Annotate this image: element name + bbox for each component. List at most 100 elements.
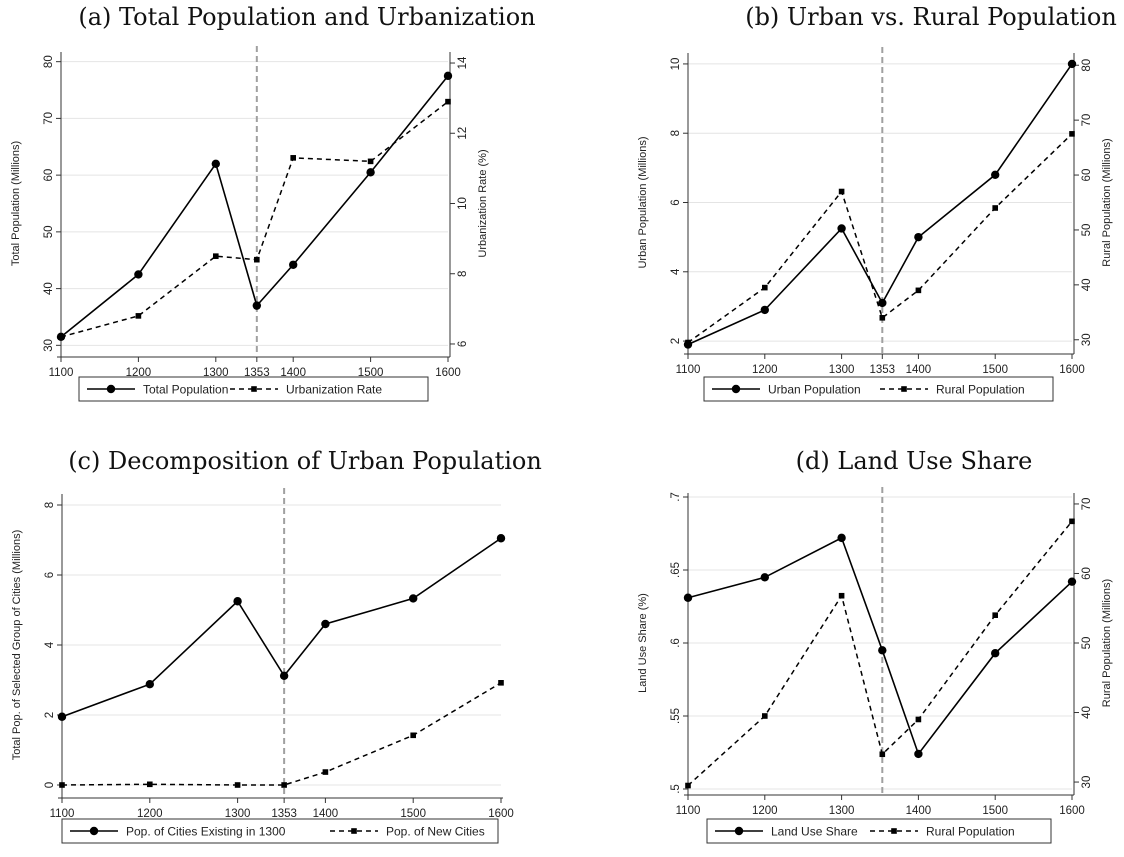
- x-tick-label: 1400: [313, 808, 339, 820]
- x-tick-label: 1200: [137, 808, 163, 820]
- x-tick-label: 1600: [435, 367, 461, 379]
- left-tick-label: .7: [670, 492, 682, 502]
- legend-entry: Land Use Share: [771, 825, 858, 839]
- x-tick-label: 1500: [358, 367, 384, 379]
- left-tick-label: 60: [43, 169, 55, 182]
- data-point: [1067, 59, 1077, 69]
- series-line-2: [61, 682, 502, 786]
- left-tick-label: .5: [670, 784, 682, 794]
- x-tick-label: 1100: [676, 805, 701, 817]
- data-point: [234, 782, 241, 788]
- right-axis-label: Rural Population (Millions): [1101, 579, 1113, 707]
- legend-box: [61, 818, 499, 844]
- legend-swatch-marker: [89, 826, 99, 836]
- data-point: [1067, 577, 1077, 586]
- data-point: [57, 712, 67, 721]
- data-point: [838, 592, 845, 599]
- data-point: [685, 782, 691, 789]
- left-tick-label: 70: [43, 112, 55, 125]
- series-line-1: [61, 537, 502, 718]
- left-axis-label: Total Population (Millions): [10, 141, 22, 266]
- data-point: [838, 188, 845, 195]
- data-point: [1069, 518, 1075, 525]
- legend-swatch-marker: [251, 386, 257, 392]
- data-point: [254, 256, 260, 263]
- x-tick-label: 1600: [1059, 364, 1085, 376]
- data-point: [760, 305, 769, 315]
- data-point: [252, 301, 262, 310]
- legend-swatch-marker: [734, 826, 744, 836]
- data-point: [496, 534, 506, 543]
- left-tick-label: 0: [44, 782, 56, 788]
- data-point: [145, 680, 154, 689]
- x-tick-label: 1600: [1059, 805, 1085, 817]
- left-axis-label: Total Pop. of Selected Group of Cities (…: [11, 530, 23, 761]
- legend-entry: Urban Population: [768, 383, 861, 397]
- left-tick-label: 4: [44, 641, 56, 648]
- data-point: [879, 315, 886, 321]
- legend-swatch-marker: [731, 384, 741, 394]
- legend: Urban Population Rural Population: [703, 376, 1054, 402]
- series-line-1: [60, 75, 449, 338]
- right-tick-label: 30: [1081, 333, 1093, 346]
- data-point: [147, 781, 153, 788]
- legend-swatch-marker: [106, 384, 116, 394]
- data-point: [879, 751, 886, 758]
- x-tick-label: 1353: [244, 367, 270, 379]
- left-tick-label: 80: [43, 55, 55, 68]
- left-axis-label: Land Use Share (%): [637, 593, 649, 693]
- left-tick-label: 6: [670, 199, 682, 205]
- x-tick-label: 1100: [49, 367, 74, 379]
- right-tick-label: 6: [457, 341, 469, 347]
- left-tick-label: 50: [43, 225, 55, 238]
- left-axis-label: Urban Population (Millions): [637, 136, 649, 268]
- data-point: [837, 533, 846, 543]
- right-axis-label: Rural Population (Millions): [1101, 138, 1113, 266]
- data-point: [59, 782, 65, 788]
- data-point: [443, 71, 453, 81]
- data-point: [878, 646, 887, 655]
- right-tick-label: 50: [1081, 224, 1093, 237]
- legend-entry: Total Population: [143, 383, 228, 397]
- right-tick-label: 60: [1081, 169, 1093, 182]
- data-point: [279, 671, 289, 680]
- x-tick-label: 1400: [906, 805, 932, 817]
- data-point: [289, 260, 298, 269]
- right-tick-label: 12: [457, 127, 469, 140]
- data-point: [992, 612, 998, 618]
- x-tick-label: 1300: [203, 367, 229, 379]
- legend-swatch-marker: [901, 386, 907, 392]
- data-point: [134, 270, 143, 279]
- chart-title: (d) Land Use Share: [796, 447, 1033, 475]
- x-tick-label: 1100: [50, 808, 75, 820]
- right-tick-label: 40: [1081, 706, 1093, 719]
- data-point: [290, 155, 296, 161]
- data-point: [322, 769, 329, 775]
- series-line-2: [60, 101, 449, 338]
- data-point: [760, 573, 769, 582]
- data-point: [445, 98, 451, 105]
- series-line-2: [687, 133, 1073, 344]
- x-tick-label: 1200: [126, 367, 152, 379]
- legend-box: [703, 376, 1054, 402]
- left-tick-label: .65: [670, 562, 682, 578]
- x-tick-label: 1100: [676, 364, 701, 376]
- x-tick-label: 1500: [982, 805, 1008, 817]
- data-point: [914, 232, 923, 242]
- chart-title: (c) Decomposition of Urban Population: [68, 447, 542, 475]
- data-point: [685, 339, 691, 346]
- x-tick-label: 1400: [280, 367, 306, 379]
- right-tick-label: 40: [1081, 278, 1093, 291]
- x-tick-label: 1200: [752, 364, 778, 376]
- right-tick-label: 50: [1081, 637, 1093, 650]
- data-point: [281, 782, 287, 788]
- data-point: [914, 749, 923, 759]
- left-tick-label: 2: [670, 338, 682, 344]
- x-tick-label: 1300: [225, 808, 251, 820]
- x-tick-label: 1600: [488, 808, 514, 820]
- left-tick-label: 2: [44, 712, 56, 718]
- x-tick-label: 1353: [271, 808, 297, 820]
- chart-title: (b) Urban vs. Rural Population: [745, 3, 1117, 31]
- left-tick-label: 6: [44, 572, 56, 578]
